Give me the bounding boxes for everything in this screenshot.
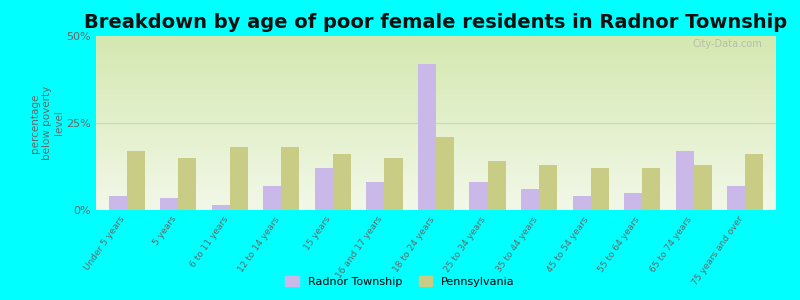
Bar xyxy=(590,168,609,210)
Title: Breakdown by age of poor female residents in Radnor Township: Breakdown by age of poor female resident… xyxy=(85,13,787,32)
Bar xyxy=(745,154,763,210)
Bar xyxy=(109,196,127,210)
Bar xyxy=(470,182,487,210)
Bar xyxy=(333,154,351,210)
Bar xyxy=(521,189,539,210)
Bar xyxy=(624,193,642,210)
Bar xyxy=(694,165,712,210)
Bar xyxy=(366,182,385,210)
Bar xyxy=(487,161,506,210)
Bar xyxy=(178,158,197,210)
Bar xyxy=(642,168,660,210)
Bar xyxy=(675,151,694,210)
Bar xyxy=(418,64,436,210)
Bar xyxy=(385,158,402,210)
Bar xyxy=(282,147,299,210)
Bar xyxy=(573,196,590,210)
Bar xyxy=(539,165,557,210)
Bar xyxy=(230,147,248,210)
Bar xyxy=(160,198,178,210)
Bar xyxy=(315,168,333,210)
Bar xyxy=(212,205,230,210)
Bar xyxy=(263,186,282,210)
Text: City-Data.com: City-Data.com xyxy=(693,40,762,50)
Bar xyxy=(127,151,145,210)
Bar xyxy=(727,186,745,210)
Y-axis label: percentage
below poverty
level: percentage below poverty level xyxy=(30,86,64,160)
Legend: Radnor Township, Pennsylvania: Radnor Township, Pennsylvania xyxy=(281,272,519,291)
Bar xyxy=(436,137,454,210)
